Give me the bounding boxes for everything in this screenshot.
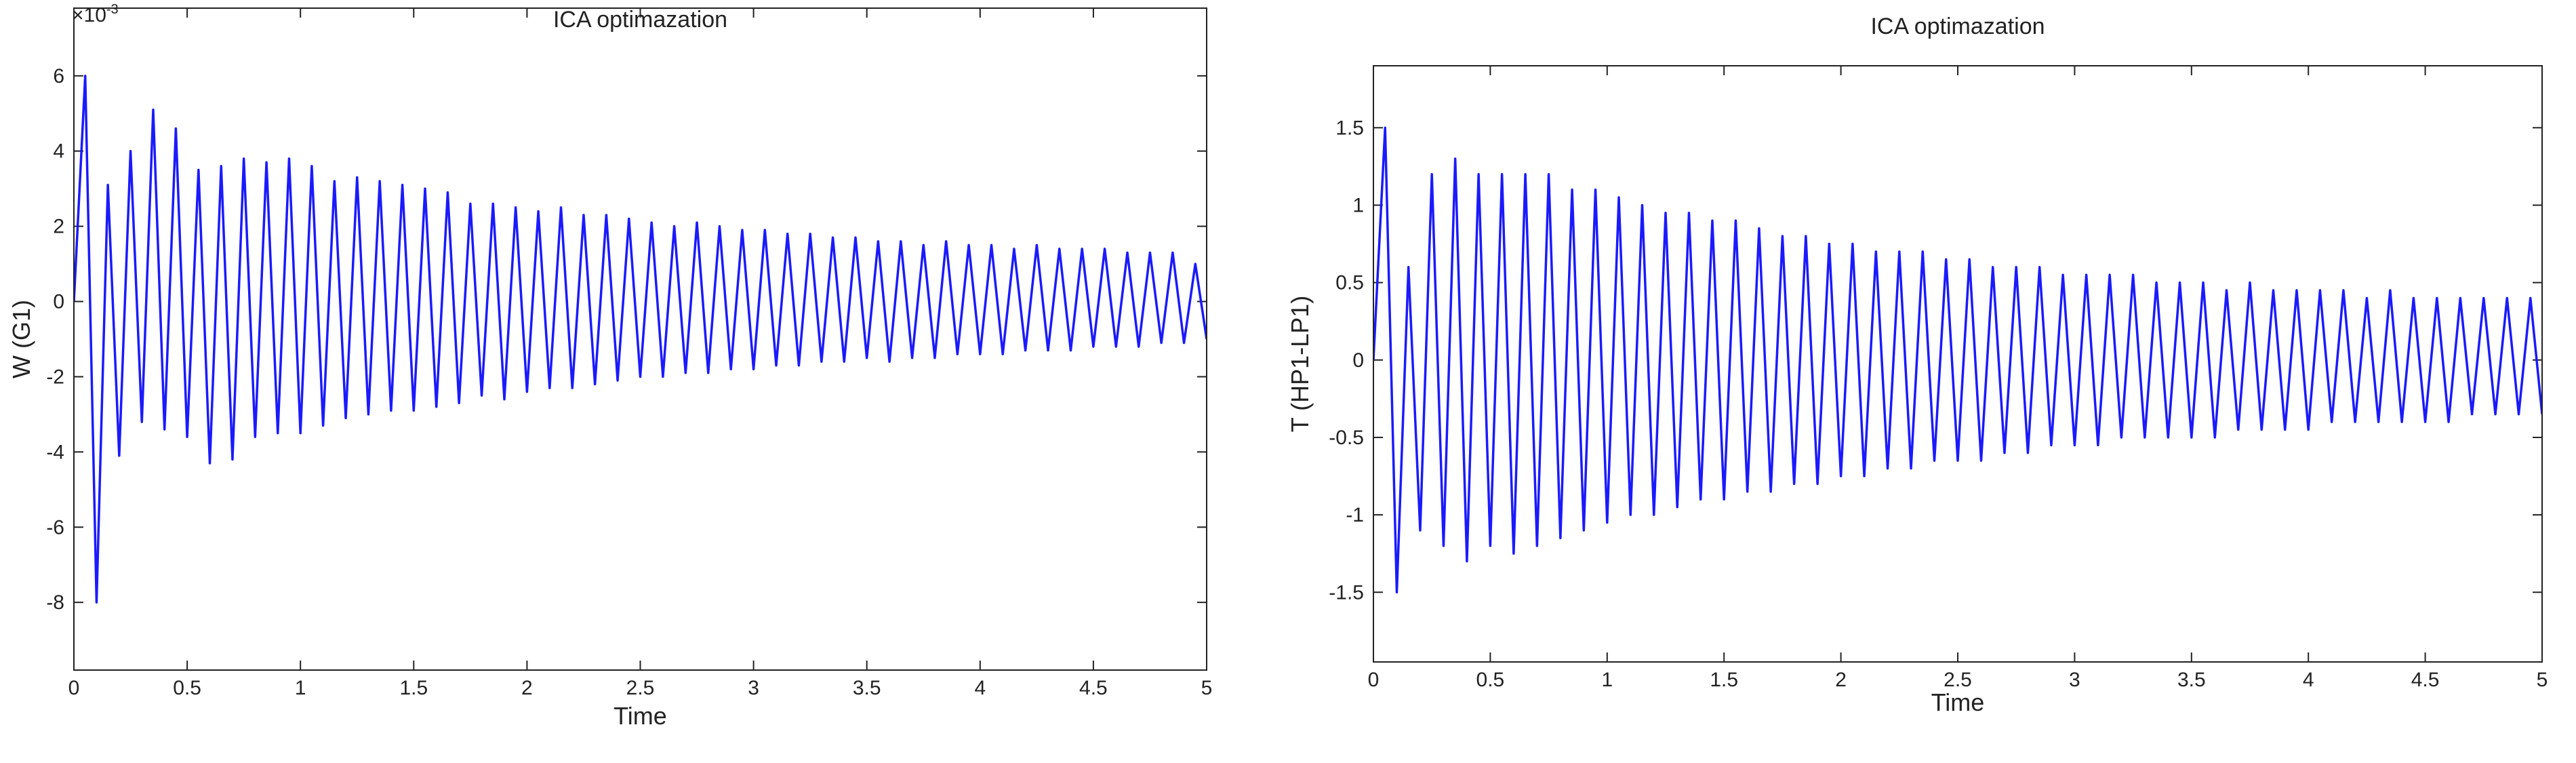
y-tick-label: -6: [46, 516, 64, 539]
y-tick-label: -4: [46, 441, 64, 463]
x-tick-label: 2.5: [626, 677, 655, 699]
y-tick-label: 2: [53, 216, 64, 238]
y-tick-label: 1: [1352, 194, 1364, 216]
x-tick-label: 1.5: [399, 677, 428, 699]
x-tick-label: 2: [1835, 669, 1847, 691]
x-axis-label: Time: [613, 702, 667, 730]
x-tick-label: 4: [974, 677, 986, 699]
y-tick-label: -1: [1346, 504, 1364, 526]
exponent-power: -3: [106, 2, 119, 17]
x-tick-label: 2.5: [1944, 669, 1972, 691]
x-tick-label: 4: [2303, 669, 2314, 691]
x-tick-label: 3.5: [853, 677, 881, 699]
exponent-base: ×10: [72, 4, 106, 26]
x-tick-label: 1: [1601, 669, 1613, 691]
chart-title: ICA optimazation: [1870, 14, 2045, 39]
y-axis-label: W (G1): [7, 300, 35, 378]
y-tick-label: 0: [53, 291, 64, 313]
x-tick-label: 1: [295, 677, 306, 699]
y-exponent-label: ×10-3: [72, 2, 119, 26]
plot-area: [1373, 66, 2542, 662]
x-tick-label: 2: [521, 677, 533, 699]
data-line: [74, 75, 1207, 604]
x-tick-label: 5: [1201, 677, 1213, 699]
x-tick-label: 1.5: [1710, 669, 1738, 691]
x-tick-label: 3.5: [2177, 669, 2206, 691]
y-tick-label: -8: [46, 591, 64, 614]
y-tick-label: -2: [46, 366, 64, 388]
x-tick-label: 0.5: [173, 677, 201, 699]
x-tick-label: 4.5: [2411, 669, 2440, 691]
y-tick-label: 6: [53, 65, 64, 87]
x-tick-label: 4.5: [1079, 677, 1108, 699]
x-tick-label: 5: [2537, 669, 2548, 691]
x-tick-label: 0: [68, 677, 80, 699]
x-tick-label: 0: [1368, 669, 1380, 691]
x-axis-label: Time: [1931, 688, 1985, 716]
axes-box: [73, 7, 1207, 671]
y-tick-label: 0: [1352, 349, 1364, 372]
y-tick-label: 0.5: [1335, 272, 1364, 294]
y-tick-label: -1.5: [1329, 581, 1364, 604]
axes-box: [1373, 65, 2543, 663]
x-tick-label: 3: [748, 677, 759, 699]
x-tick-label: 0.5: [1476, 669, 1505, 691]
x-tick-label: 3: [2069, 669, 2080, 691]
y-axis-label: T (HP1-LP1): [1286, 296, 1314, 432]
y-tick-label: 4: [53, 140, 64, 163]
y-tick-label: 1.5: [1335, 117, 1364, 139]
plot-area: [74, 8, 1207, 670]
y-tick-label: -0.5: [1329, 427, 1364, 449]
chart-title: ICA optimazation: [553, 7, 727, 33]
data-line: [1373, 126, 2542, 594]
